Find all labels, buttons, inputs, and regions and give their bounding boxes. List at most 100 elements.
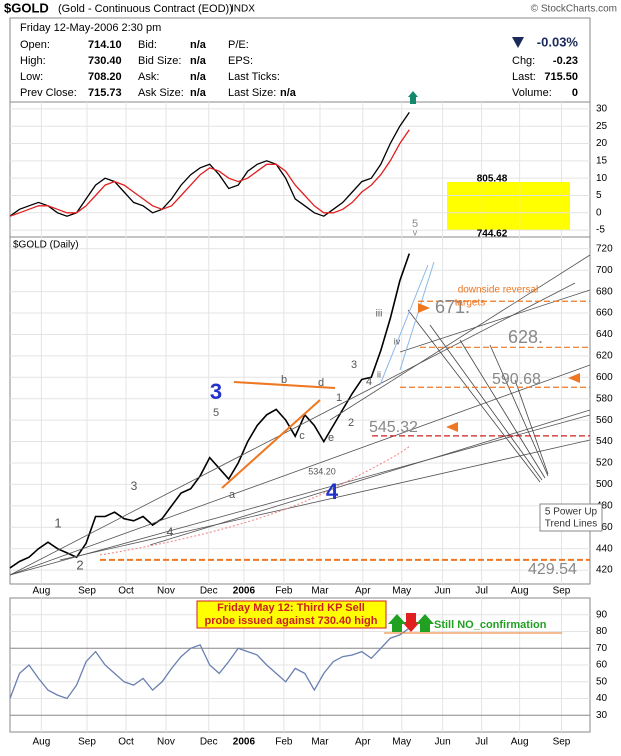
- annotation: Friday May 12: Third KP Sell: [217, 602, 365, 614]
- x-tick-label: Dec: [200, 737, 218, 748]
- x-tick-label: Nov: [157, 737, 175, 748]
- x-tick-label: Sep: [553, 737, 571, 748]
- series-line: [9, 129, 410, 217]
- quote-field: Open:: [20, 39, 50, 51]
- annotation: 4: [326, 479, 339, 504]
- x-tick-label: Jul: [475, 586, 488, 597]
- target-line: [489, 344, 549, 477]
- level-arrow: [418, 303, 430, 313]
- stat-value: 0: [572, 87, 578, 99]
- y-tick-label: 680: [596, 286, 613, 297]
- quote-field: P/E:: [228, 39, 249, 51]
- target-line: [459, 339, 546, 479]
- annotation: iv: [394, 336, 401, 346]
- y-tick-label: 480: [596, 500, 613, 511]
- annotation: 2: [348, 417, 354, 429]
- target-line: [429, 324, 543, 481]
- annotation: iii: [376, 309, 383, 320]
- change-pct: -0.03%: [537, 34, 579, 49]
- quote-field: EPS:: [228, 55, 253, 67]
- annotation: a: [229, 489, 236, 501]
- annotation: 2: [76, 557, 83, 572]
- channel-line: [379, 264, 429, 386]
- source: © StockCharts.com: [531, 4, 617, 15]
- y-tick-label: 520: [596, 458, 613, 469]
- header-panel: [9, 17, 591, 103]
- target-line: [407, 309, 541, 483]
- y-tick-label: -5: [596, 225, 605, 236]
- stat-label: Chg:: [512, 55, 535, 67]
- y-tick-label: 500: [596, 479, 613, 490]
- x-tick-label: Dec: [200, 586, 218, 597]
- annotation: 3: [131, 479, 138, 493]
- x-tick-label: Jun: [435, 586, 451, 597]
- stat-value: -0.23: [553, 55, 578, 67]
- quote-field: Ask Size:: [138, 87, 184, 99]
- annotation: 5: [213, 407, 219, 419]
- annotation: 3: [210, 379, 222, 404]
- sell-arrow: [402, 613, 420, 632]
- y-tick-label: 580: [596, 393, 613, 404]
- channel-line: [399, 261, 435, 371]
- y-tick-label: 560: [596, 415, 613, 426]
- level-label: 545.32: [369, 419, 418, 436]
- moving-average: [99, 444, 411, 556]
- instrument-name: (Gold - Continuous Contract (EOD)): [58, 3, 233, 15]
- y-tick-label: 50: [596, 676, 608, 687]
- annotation: 744.62: [477, 229, 508, 240]
- y-tick-label: 540: [596, 436, 613, 447]
- trend-line: [9, 282, 576, 576]
- target-line: [514, 379, 549, 475]
- y-tick-label: 30: [596, 104, 608, 115]
- wedge-line: [221, 399, 321, 489]
- y-tick-label: 60: [596, 660, 608, 671]
- x-tick-label: 2006: [233, 737, 256, 748]
- y-tick-label: 640: [596, 329, 613, 340]
- quote-field: High:: [20, 55, 46, 67]
- quote-field: 715.73: [88, 87, 122, 99]
- x-tick-label: Sep: [553, 586, 571, 597]
- y-tick-label: 5: [596, 190, 602, 201]
- y-tick-label: 460: [596, 522, 613, 533]
- x-tick-label: Aug: [32, 586, 50, 597]
- level-label: 429.54: [528, 561, 577, 578]
- quote-field: 714.10: [88, 39, 122, 51]
- x-tick-label: Feb: [275, 586, 293, 597]
- buy-arrow: [388, 614, 406, 632]
- series-line: [9, 253, 411, 569]
- y-tick-label: 25: [596, 121, 608, 132]
- annotation: 5: [412, 218, 418, 230]
- wedge-line: [233, 381, 336, 389]
- annotation: 1: [336, 392, 342, 404]
- y-tick-label: 20: [596, 138, 608, 149]
- annotation: 4: [366, 376, 372, 388]
- annotation: 5 Power Up: [545, 507, 598, 518]
- x-tick-label: May: [392, 586, 411, 597]
- y-tick-label: 30: [596, 710, 608, 721]
- x-tick-label: Mar: [311, 586, 329, 597]
- quote-field: Bid:: [138, 39, 157, 51]
- x-tick-label: Aug: [32, 737, 50, 748]
- down-arrow: [512, 37, 524, 48]
- quote-field: n/a: [280, 87, 297, 99]
- quote-date: Friday 12-May-2006 2:30 pm: [20, 22, 161, 34]
- y-tick-label: 15: [596, 155, 608, 166]
- stat-label: Last:: [512, 71, 536, 83]
- annotation: ii: [377, 369, 381, 379]
- annotation: Trend Lines: [545, 519, 597, 530]
- y-tick-label: 70: [596, 643, 608, 654]
- annotation: Still NO_confirmation: [434, 619, 547, 631]
- note-box: [539, 503, 603, 532]
- quote-field: Last Size:: [228, 87, 276, 99]
- y-tick-label: 720: [596, 243, 613, 254]
- level-arrow: [568, 373, 580, 383]
- price-panel: [9, 236, 591, 585]
- y-tick-label: 10: [596, 173, 608, 184]
- x-tick-label: Oct: [118, 586, 134, 597]
- x-tick-label: Aug: [511, 737, 529, 748]
- quote-field: n/a: [190, 55, 207, 67]
- trend-line: [59, 439, 591, 561]
- x-tick-label: Jun: [435, 737, 451, 748]
- annotation: 534.20: [308, 466, 336, 476]
